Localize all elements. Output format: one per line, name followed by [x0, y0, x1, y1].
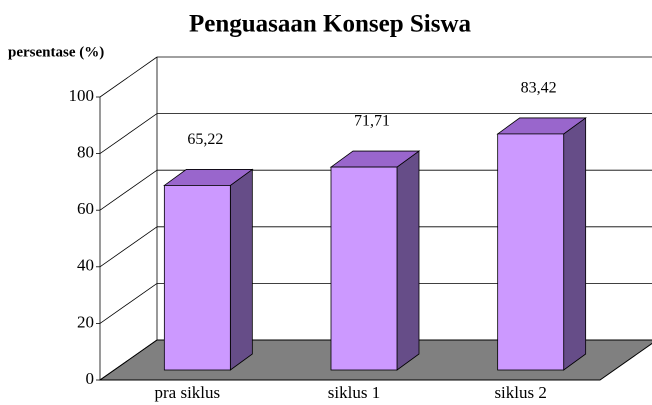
x-tick-label: siklus 1	[328, 383, 380, 402]
grid-line	[99, 56, 158, 98]
grid-line	[99, 169, 158, 211]
y-tick-label: 20	[77, 312, 94, 331]
y-tick-label: 60	[77, 199, 94, 218]
bar	[330, 166, 398, 371]
bar	[497, 133, 565, 371]
data-label: 71,71	[354, 113, 390, 130]
y-axis-label: persentase (%)	[8, 44, 104, 60]
bar-side	[396, 150, 420, 371]
bar-side	[563, 117, 587, 371]
x-tick-label: pra siklus	[155, 383, 221, 402]
bar-side	[229, 168, 253, 371]
grid-line	[99, 113, 158, 154]
grid-line	[99, 226, 158, 268]
data-label: 83,42	[521, 80, 557, 97]
bar	[163, 185, 231, 371]
y-tick-label: 40	[77, 256, 94, 275]
data-label: 65,22	[187, 131, 223, 148]
y-tick-label: 80	[77, 143, 94, 162]
x-tick-label: siklus 2	[494, 383, 546, 402]
chart-title: Penguasaan Konsep Siswa	[189, 11, 472, 38]
grid-line	[99, 339, 158, 381]
y-tick-label: 0	[86, 369, 95, 388]
grid-line	[99, 283, 158, 324]
y-tick-label: 100	[69, 86, 95, 105]
